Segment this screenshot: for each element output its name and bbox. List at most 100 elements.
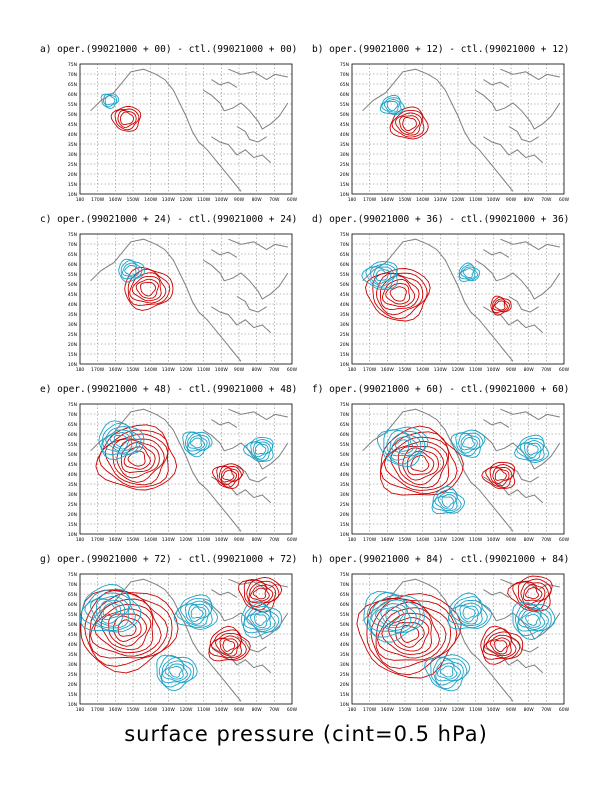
negative-contour <box>435 659 461 682</box>
coastline <box>362 238 514 362</box>
latitude-label: 50N <box>68 112 77 118</box>
coastlines <box>362 238 561 362</box>
positive-contour <box>124 266 174 311</box>
longitude-label: 110W <box>197 197 211 203</box>
longitude-label: 70W <box>541 707 552 713</box>
positive-contour <box>208 625 251 662</box>
coastline <box>500 578 560 591</box>
latitude-label: 40N <box>340 132 349 138</box>
latitude-label: 45N <box>68 462 77 468</box>
longitude-label: 100W <box>215 537 229 543</box>
map-plot-c: 75N 70N 65N 60N 55N 50N 45N 40N 35N 30N 25N 20N 15N 1… <box>68 232 298 373</box>
map-plot-f: 75N 70N 65N 60N 55N 50N 45N 40N 35N 30N 25N 20N 15N 1… <box>340 402 570 543</box>
coastline <box>362 68 514 192</box>
negative-contour <box>168 665 182 678</box>
coastlines <box>90 68 289 192</box>
longitude-label: 70W <box>541 197 552 203</box>
negative-contours <box>100 93 120 109</box>
latitude-label: 60N <box>68 602 77 608</box>
negative-contour <box>249 611 270 629</box>
longitude-label: 160W <box>381 537 395 543</box>
positive-contour <box>525 587 539 600</box>
positive-contour <box>381 279 416 308</box>
negative-contour <box>164 663 184 680</box>
positive-contour <box>89 598 162 657</box>
negative-contours <box>118 258 145 283</box>
longitude-label: 80W <box>524 707 535 713</box>
latitude-label: 10N <box>68 362 77 368</box>
latitude-label: 60N <box>68 262 77 268</box>
map-plot-e: 75N 70N 65N 60N 55N 50N 45N 40N 35N 30N 25N 20N 15N 1… <box>68 402 298 543</box>
graticule <box>80 234 292 364</box>
negative-contour <box>447 592 492 630</box>
longitude-label: 80W <box>524 197 535 203</box>
coastlines <box>90 408 289 532</box>
latitude-label: 65N <box>340 592 349 598</box>
positive-contour <box>402 116 417 132</box>
negative-contour <box>379 94 405 116</box>
graticule <box>80 64 292 194</box>
positive-contour <box>520 581 546 605</box>
coastline <box>508 295 539 313</box>
positive-contour <box>389 286 407 302</box>
coastline <box>236 295 267 313</box>
longitude-labels: 180 170W 160W 150W 140W 130W 120W 110W 100W 90W 80… <box>348 197 570 203</box>
longitude-label: 140W <box>144 197 158 203</box>
positive-contour <box>112 438 165 483</box>
negative-contour <box>458 262 481 283</box>
longitude-label: 120W <box>451 197 465 203</box>
negative-contour <box>102 603 118 617</box>
negative-contour <box>516 437 545 462</box>
negative-contour <box>394 439 410 452</box>
latitude-label: 40N <box>68 302 77 308</box>
negative-contour <box>250 441 272 460</box>
longitude-labels: 180 170W 160W 150W 140W 130W 120W 110W 100W 90W 80… <box>76 537 298 543</box>
latitude-label: 45N <box>340 632 349 638</box>
latitude-label: 25N <box>340 162 349 168</box>
negative-contour <box>184 431 210 455</box>
positive-contour <box>380 425 464 496</box>
negative-contour <box>109 432 131 450</box>
latitude-label: 75N <box>68 402 77 408</box>
latitude-label: 10N <box>340 192 349 198</box>
latitude-label: 40N <box>340 472 349 478</box>
panel-title-c: c) oper.(99021000 + 24) - ctl.(99021000 … <box>40 214 298 225</box>
latitude-label: 25N <box>68 672 77 678</box>
positive-contour <box>489 637 511 655</box>
positive-contour <box>385 283 411 305</box>
latitude-label: 45N <box>340 462 349 468</box>
latitude-label: 55N <box>68 102 77 108</box>
negative-contour <box>158 654 195 688</box>
positive-contour <box>117 619 137 637</box>
positive-contour <box>522 584 543 602</box>
negative-contour <box>441 496 454 508</box>
longitude-label: 100W <box>215 367 229 373</box>
negative-contour <box>190 437 203 449</box>
longitude-labels: 180 170W 160W 150W 140W 130W 120W 110W 100W 90W 80… <box>348 707 570 713</box>
graticule <box>352 404 564 534</box>
positive-contour <box>391 109 425 138</box>
positive-contour <box>114 108 140 131</box>
latitude-label: 20N <box>340 342 349 348</box>
longitude-label: 110W <box>469 537 483 543</box>
negative-contour <box>99 600 122 621</box>
coastline <box>211 79 238 88</box>
positive-contours <box>365 268 512 322</box>
longitude-label: 90W <box>506 537 517 543</box>
map-plot-b: 75N 70N 65N 60N 55N 50N 45N 40N 35N 30N 25N 20N 15N 1… <box>340 62 570 203</box>
coastline <box>474 259 561 300</box>
panel-title-e: e) oper.(99021000 + 48) - ctl.(99021000 … <box>40 384 298 395</box>
positive-contour <box>356 593 462 679</box>
panel-title-a: a) oper.(99021000 + 00) - ctl.(99021000 … <box>40 44 298 55</box>
coastline <box>211 249 238 258</box>
positive-contour <box>375 272 424 316</box>
negative-contour <box>459 605 479 623</box>
latitude-label: 75N <box>340 572 349 578</box>
latitude-label: 65N <box>68 82 77 88</box>
latitude-label: 35N <box>68 142 77 148</box>
map-panel-h: h) oper.(99021000 + 84) - ctl.(99021000 … <box>312 554 572 713</box>
coastline <box>228 238 288 251</box>
latitude-label: 55N <box>340 442 349 448</box>
positive-contour <box>100 608 152 651</box>
longitude-label: 80W <box>252 707 263 713</box>
